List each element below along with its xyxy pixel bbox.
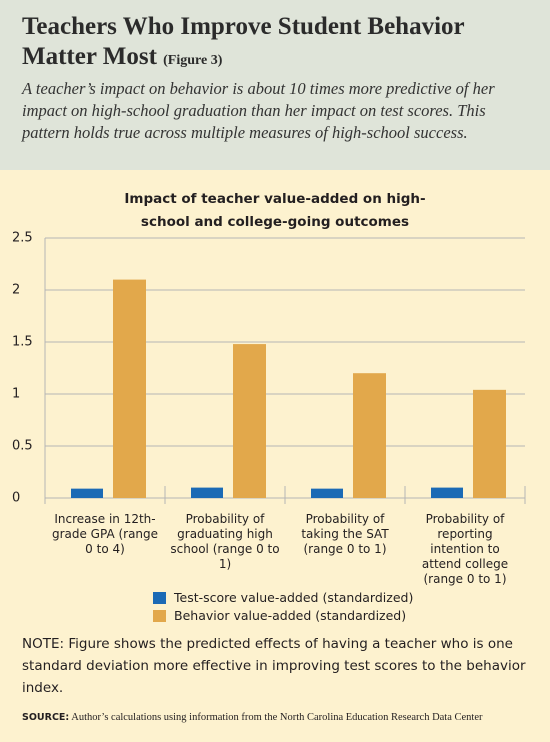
bar xyxy=(311,488,343,498)
chart-title: Impact of teacher value-added on high-sc… xyxy=(124,191,426,230)
note: NOTE: Figure shows the predicted effects… xyxy=(22,636,526,696)
source-label: SOURCE: xyxy=(22,712,70,723)
title: Teachers Who Improve Student Behavior Ma… xyxy=(22,12,532,76)
source-text: Author’s calculations using information … xyxy=(71,712,483,723)
x-tick-label: Probability of graduating high school (r… xyxy=(170,512,280,571)
header: Teachers Who Improve Student Behavior Ma… xyxy=(0,0,550,170)
bar xyxy=(191,487,223,498)
x-tick-label: Probability of reporting intention to at… xyxy=(421,512,509,586)
bar xyxy=(71,488,103,498)
y-tick-label: 0 xyxy=(12,491,20,506)
bar xyxy=(353,373,386,498)
legend-swatch xyxy=(153,592,166,604)
y-tick-label: 1.5 xyxy=(12,335,33,350)
y-tick-label: 0.5 xyxy=(12,439,33,454)
bar xyxy=(431,487,463,498)
legend-label: Test-score value-added (standardized) xyxy=(174,590,414,605)
title-text: Teachers Who Improve Student Behavior Ma… xyxy=(22,13,465,70)
x-tick-label: Increase in 12th-grade GPA (range 0 to 4… xyxy=(51,512,159,556)
legend-label: Behavior value-added (standardized) xyxy=(174,608,407,623)
bar xyxy=(113,279,146,498)
y-tick-label: 2.5 xyxy=(12,231,33,246)
x-tick-label: Probability of taking the SAT (range 0 t… xyxy=(301,512,389,556)
bar xyxy=(473,389,506,498)
figure-label: (Figure 3) xyxy=(163,53,223,68)
y-tick-label: 2 xyxy=(12,283,20,298)
source: SOURCE: Author’s calculations using info… xyxy=(22,711,492,724)
legend-swatch xyxy=(153,610,166,622)
bar xyxy=(233,344,266,498)
y-tick-label: 1 xyxy=(12,387,20,402)
subtitle: A teacher’s impact on behavior is about … xyxy=(22,79,495,142)
